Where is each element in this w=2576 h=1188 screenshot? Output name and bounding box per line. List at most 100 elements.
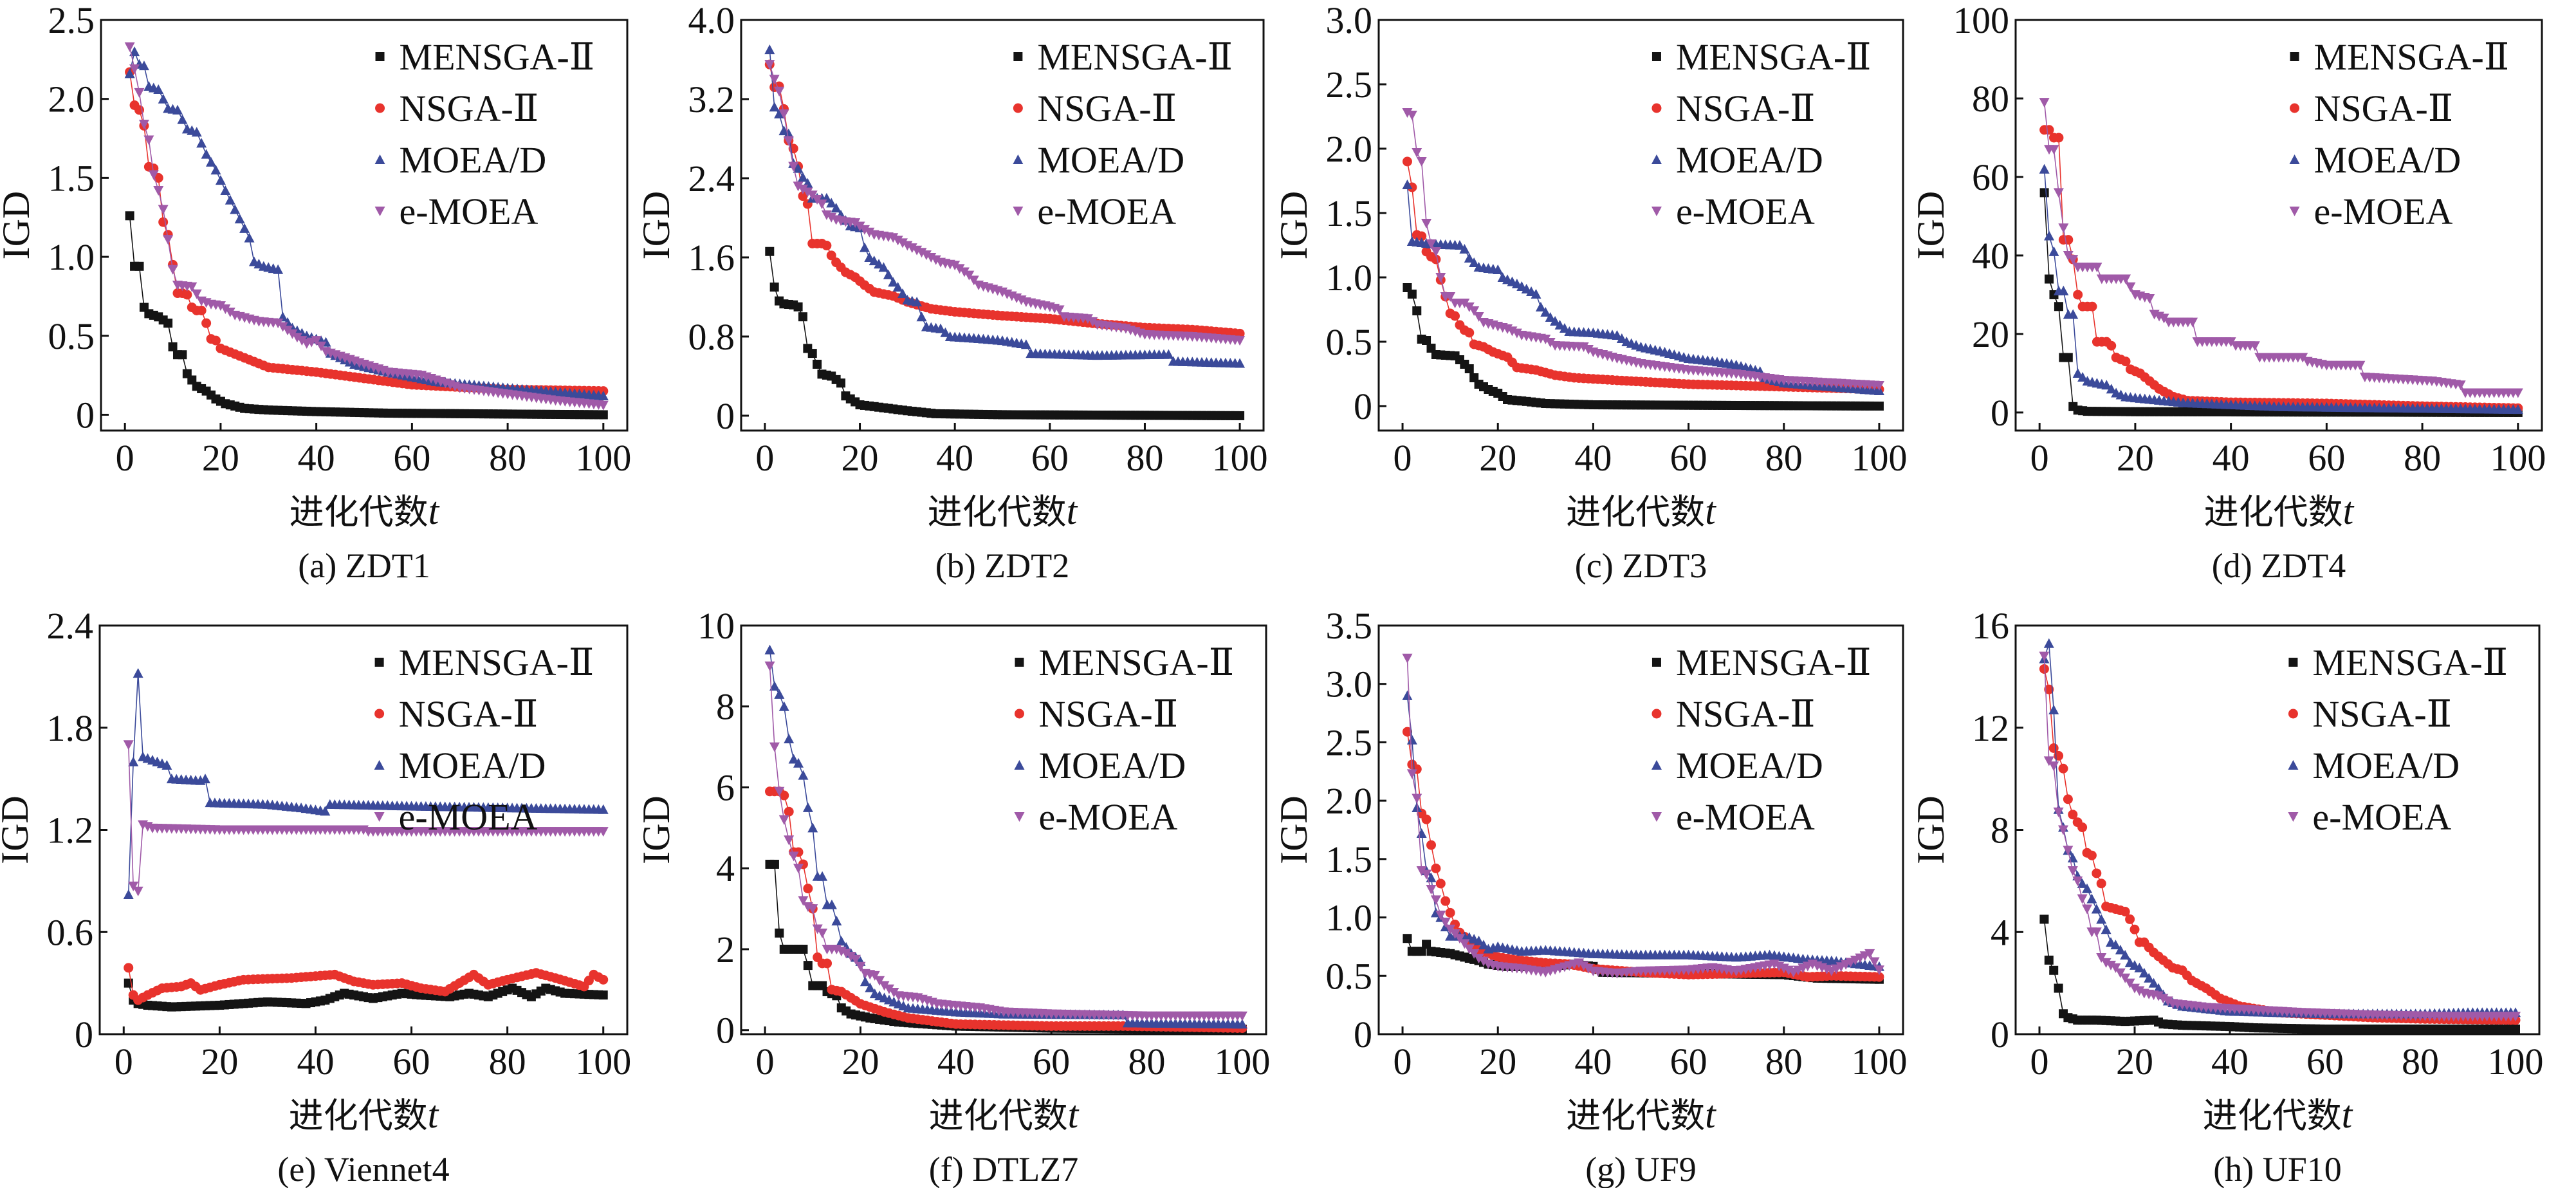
legend-marker <box>1651 52 1661 61</box>
y-axis-label: IGD <box>1273 191 1315 260</box>
data-point <box>817 871 828 881</box>
panel-caption: (g) UF9 <box>1585 1150 1697 1188</box>
data-point <box>865 982 876 992</box>
x-tick-label: 40 <box>1574 437 1612 479</box>
y-tick-label: 0.5 <box>1326 321 1373 363</box>
data-point <box>854 221 865 232</box>
data-point <box>2063 846 2074 856</box>
x-tick-label: 80 <box>489 437 526 479</box>
data-point <box>2144 294 2155 304</box>
panel-caption: (a) ZDT1 <box>298 546 430 585</box>
legend-marker <box>374 812 385 822</box>
y-tick-label: 8 <box>716 686 735 728</box>
data-point <box>2120 907 2130 916</box>
data-point <box>1559 323 1570 333</box>
data-point <box>916 311 927 322</box>
y-tick-label: 1.2 <box>47 810 94 851</box>
legend-label: MOEA/D <box>2312 745 2460 786</box>
legend: MENSGA-Ⅱ NSGA-Ⅱ MOEA/D e-MOEA <box>1651 36 1872 232</box>
data-point <box>148 170 159 180</box>
x-tick-label: 100 <box>2488 1041 2544 1082</box>
data-point <box>822 958 833 969</box>
legend-label: NSGA-Ⅱ <box>1676 88 1816 129</box>
data-point <box>215 175 226 185</box>
data-point <box>273 264 284 274</box>
data-point <box>2125 914 2135 924</box>
y-tick-label: 0 <box>1354 1014 1372 1055</box>
data-point <box>1450 311 1460 321</box>
data-point <box>1440 896 1451 906</box>
data-point <box>2130 924 2140 934</box>
data-point <box>1426 885 1437 895</box>
data-point <box>1469 306 1480 316</box>
legend-marker <box>374 207 385 216</box>
data-point <box>2043 756 2054 766</box>
data-point <box>1535 302 1546 311</box>
y-tick-label: 4 <box>1991 911 2009 953</box>
y-tick-label: 100 <box>1953 0 2009 41</box>
data-point <box>210 335 221 346</box>
data-point <box>2092 868 2102 878</box>
data-point <box>788 851 799 862</box>
data-point <box>860 976 870 987</box>
data-point <box>2110 940 2121 950</box>
y-axis-label: IGD <box>1909 191 1952 260</box>
chart-panel-zdt4: 0 20 40 60 80 100 0 20 40 60 80 100 IGD 进化代数t (d) ZDT4… <box>1909 0 2546 585</box>
data-point <box>921 250 932 261</box>
legend-marker <box>1014 760 1025 770</box>
data-point <box>2039 163 2050 174</box>
data-point <box>926 252 937 263</box>
data-point <box>2455 380 2466 391</box>
y-tick-label: 0.5 <box>48 315 95 357</box>
data-point <box>1402 180 1413 189</box>
data-point <box>2106 340 2117 351</box>
data-point <box>797 184 808 194</box>
data-point <box>1493 265 1504 274</box>
y-tick-label: 0.5 <box>1326 955 1373 997</box>
legend-marker <box>2289 154 2300 164</box>
data-point <box>1435 273 1446 283</box>
y-tick-label: 4 <box>716 848 735 889</box>
data-point <box>2073 290 2083 300</box>
data-point <box>764 44 775 55</box>
data-point <box>793 181 804 192</box>
data-point <box>2158 994 2169 1004</box>
y-tick-label: 20 <box>1972 313 2009 355</box>
y-tick-label: 40 <box>1972 235 2009 277</box>
panel-caption: (h) UF10 <box>2213 1150 2342 1188</box>
data-point <box>826 250 836 261</box>
data-point <box>2072 367 2083 378</box>
x-tick-label: 20 <box>842 437 879 479</box>
series-triangle-down <box>1402 108 1884 391</box>
data-point <box>2121 357 2131 367</box>
legend-label: e-MOEA <box>1037 190 1176 232</box>
data-point <box>2039 664 2049 674</box>
x-tick-label: 80 <box>2404 437 2441 479</box>
data-point <box>2039 188 2049 198</box>
data-point <box>788 162 799 172</box>
data-point <box>2048 704 2059 714</box>
series-triangle-up <box>2039 163 2523 414</box>
data-point <box>598 804 609 814</box>
data-point <box>1235 358 1246 368</box>
data-point <box>291 333 302 343</box>
legend-label: e-MOEA <box>1676 190 1815 232</box>
x-tick-label: 40 <box>2211 1041 2249 1082</box>
series-square <box>765 246 1245 420</box>
data-point <box>1874 402 1884 411</box>
data-point <box>816 199 827 209</box>
x-tick-label: 0 <box>116 437 134 479</box>
data-point <box>2091 927 2102 938</box>
series-square <box>124 978 608 1012</box>
legend-label: MOEA/D <box>399 745 546 786</box>
y-tick-label: 60 <box>1972 156 2009 198</box>
data-point <box>812 924 823 934</box>
data-point <box>138 119 149 129</box>
data-point <box>1454 240 1465 250</box>
data-point <box>807 822 818 833</box>
data-point <box>1412 803 1422 813</box>
data-point <box>1421 219 1432 228</box>
panel-caption: (c) ZDT3 <box>1575 546 1707 585</box>
data-point <box>2048 246 2059 256</box>
legend-label: NSGA-Ⅱ <box>2314 88 2454 129</box>
